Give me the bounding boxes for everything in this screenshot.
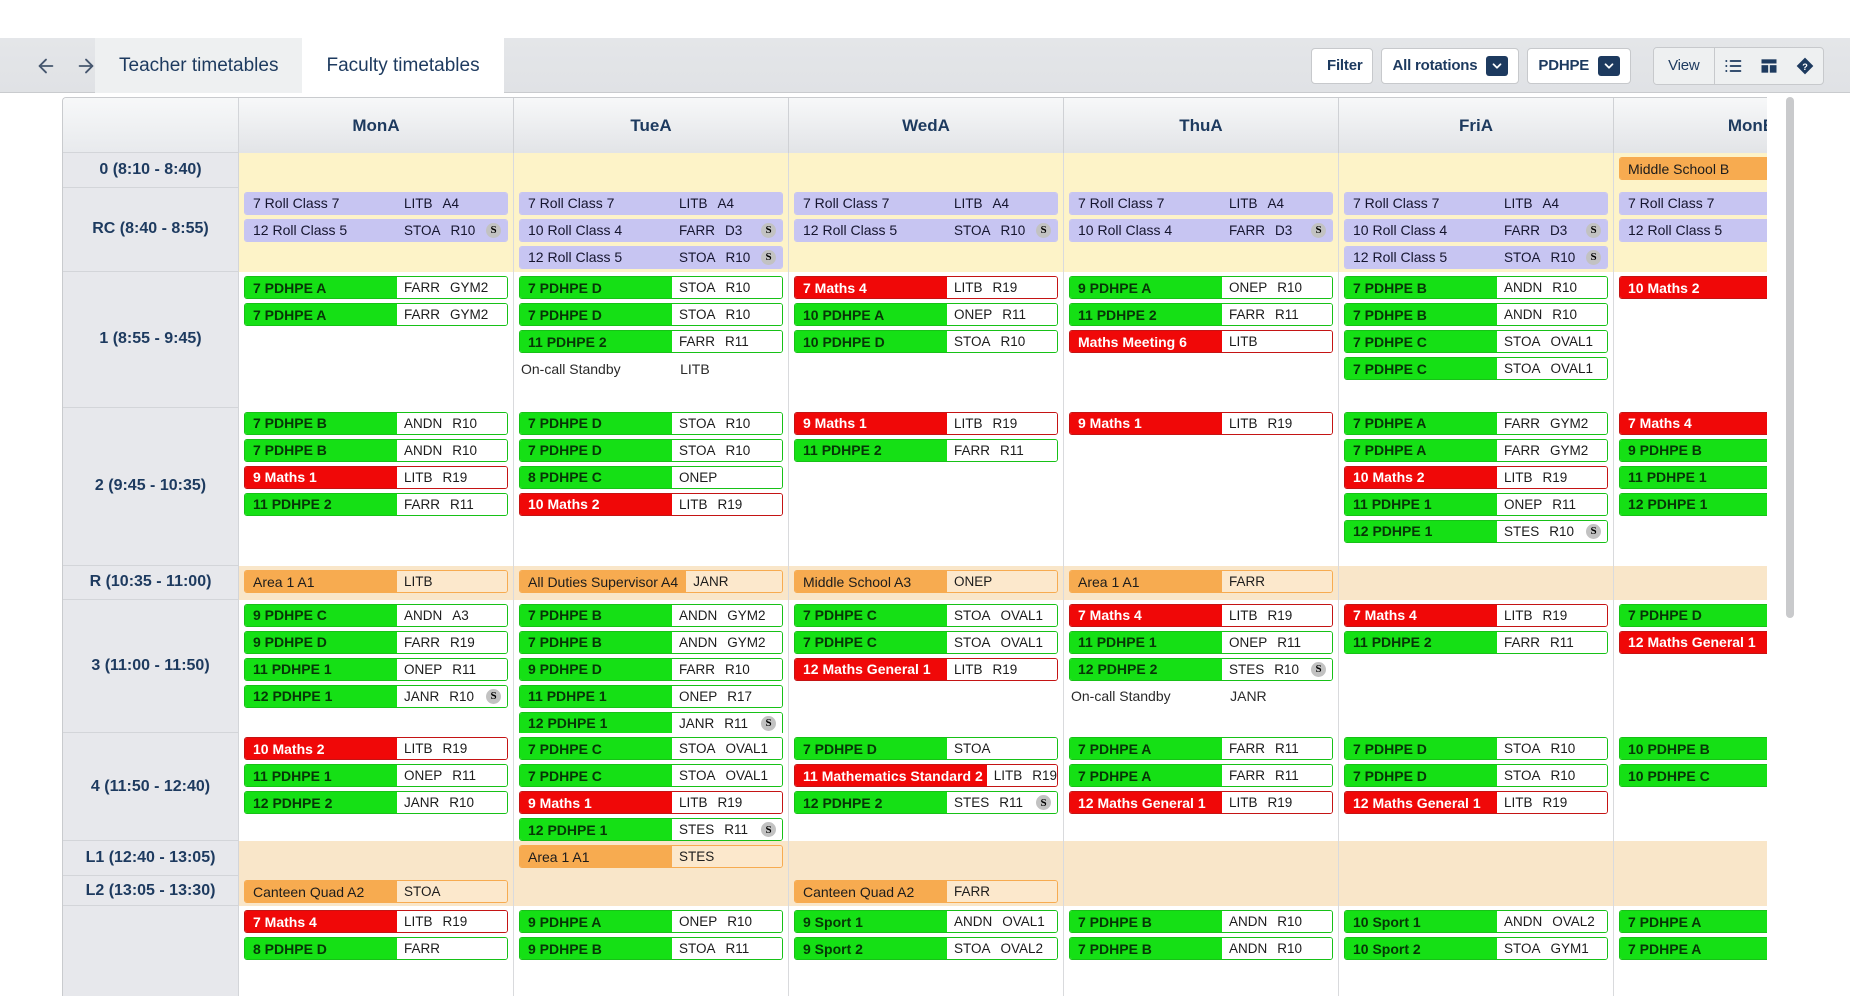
svg-text:?: ? [1802,61,1808,71]
